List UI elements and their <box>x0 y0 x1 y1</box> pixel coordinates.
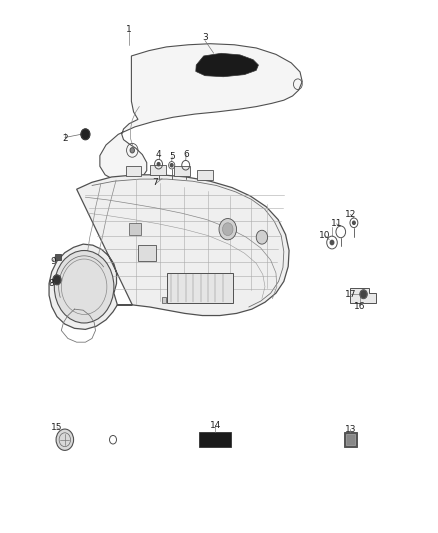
Circle shape <box>54 251 114 323</box>
Text: 10: 10 <box>319 231 331 240</box>
Circle shape <box>130 148 134 153</box>
FancyBboxPatch shape <box>167 273 233 303</box>
FancyBboxPatch shape <box>150 165 166 175</box>
Circle shape <box>219 219 237 240</box>
Polygon shape <box>196 53 258 77</box>
Text: 6: 6 <box>183 150 189 159</box>
Text: 3: 3 <box>202 33 208 42</box>
Text: 17: 17 <box>345 290 356 298</box>
Text: 7: 7 <box>152 178 159 187</box>
Circle shape <box>223 223 233 236</box>
FancyBboxPatch shape <box>346 434 355 445</box>
FancyBboxPatch shape <box>138 245 156 261</box>
Text: 2: 2 <box>62 134 67 143</box>
Text: 9: 9 <box>50 257 57 265</box>
Polygon shape <box>100 44 302 182</box>
Text: 11: 11 <box>331 220 342 228</box>
Circle shape <box>360 290 367 298</box>
Polygon shape <box>350 288 376 303</box>
Circle shape <box>170 164 173 167</box>
Circle shape <box>256 230 268 244</box>
Circle shape <box>56 429 74 450</box>
FancyBboxPatch shape <box>126 166 141 176</box>
Text: 13: 13 <box>345 425 356 433</box>
Text: 4: 4 <box>156 150 161 159</box>
Text: 16: 16 <box>354 302 366 311</box>
FancyBboxPatch shape <box>55 254 61 260</box>
FancyBboxPatch shape <box>199 432 231 447</box>
Text: 8: 8 <box>49 279 55 288</box>
Circle shape <box>157 163 160 166</box>
Circle shape <box>81 129 90 140</box>
Polygon shape <box>49 175 289 329</box>
Circle shape <box>353 221 355 224</box>
Text: 14: 14 <box>210 421 221 430</box>
FancyBboxPatch shape <box>162 297 166 303</box>
Circle shape <box>330 240 334 245</box>
Text: 15: 15 <box>51 423 63 432</box>
Text: 1: 1 <box>126 25 132 34</box>
Circle shape <box>53 275 61 285</box>
FancyBboxPatch shape <box>344 432 357 447</box>
Text: 5: 5 <box>169 152 175 161</box>
FancyBboxPatch shape <box>174 166 190 176</box>
Text: 12: 12 <box>345 210 356 219</box>
FancyBboxPatch shape <box>197 170 213 180</box>
FancyBboxPatch shape <box>129 223 141 235</box>
